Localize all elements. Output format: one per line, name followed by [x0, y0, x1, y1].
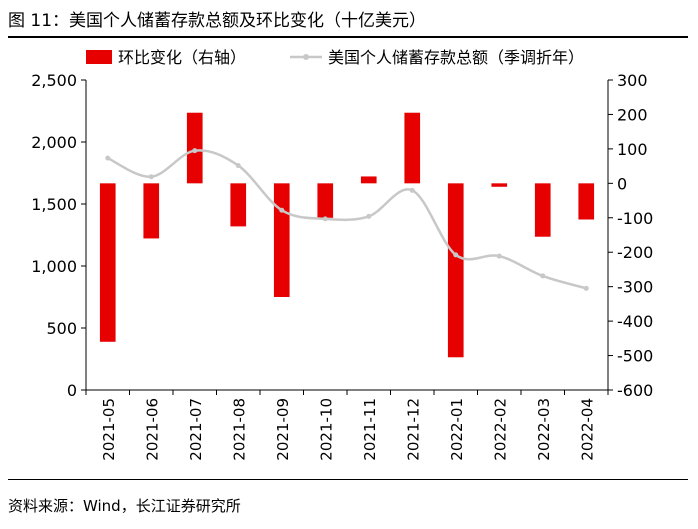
right-tick-label: -100: [617, 209, 653, 228]
bar: [317, 183, 334, 218]
line-point: [540, 273, 546, 279]
line-point: [148, 174, 154, 180]
title-divider: [8, 36, 688, 38]
x-tick-label: 2022-04: [578, 398, 596, 461]
bar: [186, 112, 203, 184]
left-tick-label: 1,000: [31, 257, 77, 276]
legend-bar-label: 环比变化（右轴）: [118, 48, 246, 67]
bar: [491, 183, 508, 187]
line-point: [366, 213, 372, 219]
bar: [447, 183, 464, 358]
bar: [143, 183, 160, 239]
right-tick-label: -200: [617, 243, 653, 262]
right-tick-label: -500: [617, 347, 653, 366]
x-tick-label: 2021-06: [143, 398, 161, 461]
x-tick-label: 2021-10: [317, 398, 335, 461]
right-tick-label: 100: [617, 140, 648, 159]
plot-area: 0 500 1,000 1,500 2,000 2,500 -600 -500 -400 -300…: [31, 71, 653, 461]
x-tick-label: 2021-09: [274, 398, 292, 461]
legend-bar-swatch: [86, 50, 112, 64]
bar: [404, 112, 421, 184]
x-tick-label: 2021-12: [404, 398, 422, 461]
x-tick-label: 2021-11: [361, 398, 379, 461]
left-tick-label: 2,000: [31, 133, 77, 152]
line-point: [105, 155, 111, 161]
bar: [360, 176, 377, 184]
source-divider: [8, 479, 688, 480]
bar: [273, 183, 290, 297]
source-note: 资料来源：Wind，长江证券研究所: [8, 497, 241, 515]
legend-line-marker: [303, 54, 309, 60]
right-tick-label: -400: [617, 312, 653, 331]
x-tick-label: 2021-08: [230, 398, 248, 461]
line-series: [107, 149, 587, 290]
line-point: [583, 285, 589, 291]
line-point: [192, 148, 198, 154]
bar: [578, 183, 595, 220]
line-point: [279, 207, 285, 213]
line-point: [453, 252, 459, 258]
right-tick-label: 0: [617, 174, 627, 193]
line-point: [496, 253, 502, 259]
left-tick-label: 0: [67, 381, 77, 400]
bar: [99, 183, 116, 342]
left-tick-label: 500: [46, 319, 77, 338]
x-tick-label: 2022-01: [448, 398, 466, 461]
legend: 环比变化（右轴） 美国个人储蓄存款总额（季调折年）: [86, 48, 584, 67]
right-tick-label: 200: [617, 105, 648, 124]
figure-title: 图 11：美国个人储蓄存款总额及环比变化（十亿美元）: [8, 11, 427, 31]
x-tick-label: 2021-07: [187, 398, 205, 461]
right-tick-label: 300: [617, 71, 648, 90]
right-tick-label: -300: [617, 278, 653, 297]
bar: [534, 183, 551, 237]
line-point: [322, 216, 328, 222]
left-tick-label: 1,500: [31, 195, 77, 214]
left-tick-label: 2,500: [31, 71, 77, 90]
x-tick-label: 2022-02: [491, 398, 509, 461]
bar: [230, 183, 247, 227]
line-point: [409, 187, 415, 193]
line-point: [235, 163, 241, 169]
legend-line-label: 美国个人储蓄存款总额（季调折年）: [328, 48, 584, 67]
x-tick-label: 2021-05: [100, 398, 118, 461]
right-tick-label: -600: [617, 381, 653, 400]
x-tick-label: 2022-03: [535, 398, 553, 461]
